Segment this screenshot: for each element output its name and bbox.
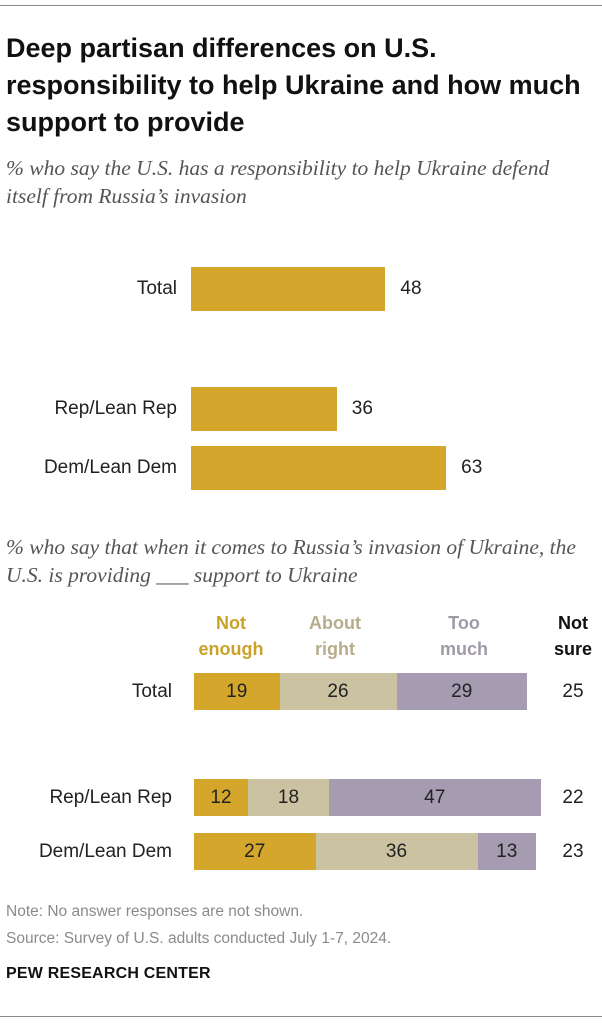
chart2-legend-header: Not sure	[523, 610, 602, 662]
chart2-segment: 19	[194, 673, 280, 710]
chart2-row-label: Total	[131, 681, 172, 702]
chart2-legend-line: enough	[198, 639, 264, 659]
chart1-bar-value: 36	[351, 398, 373, 419]
chart2-legend-line: About	[309, 613, 361, 633]
chart2-segment: 12	[194, 779, 248, 816]
chart1-bar-value: 63	[461, 457, 483, 478]
chart2-segment: 13	[477, 833, 536, 870]
chart2-not-sure-value: 22	[562, 787, 584, 808]
chart2-legend-line: sure	[553, 639, 593, 659]
chart2-legend-line: right	[315, 639, 355, 659]
chart1-bar	[191, 267, 386, 311]
chart2-legend-header: Too much	[414, 610, 514, 662]
chart2-legend-header: About right	[285, 610, 385, 662]
note-text: Note: No answer responses are not shown.	[6, 903, 304, 920]
top-rule	[0, 5, 602, 6]
chart2-not-sure-value: 25	[562, 681, 584, 702]
chart2-segment: 47	[329, 779, 541, 816]
chart2-segment: 29	[396, 673, 527, 710]
chart1-bar-value: 48	[400, 278, 422, 299]
source-text: Source: Survey of U.S. adults conducted …	[6, 930, 392, 947]
chart2-segment: 27	[194, 833, 316, 870]
chart2-row-label: Rep/Lean Rep	[49, 787, 172, 808]
chart2-not-sure-value: 23	[562, 841, 584, 862]
chart2-legend-line: Not	[216, 613, 246, 633]
chart2-subtitle: % who say that when it comes to Russia’s…	[6, 535, 576, 587]
chart-title: Deep partisan differences on U.S. respon…	[6, 33, 581, 137]
chart1-row-label: Total	[136, 278, 177, 299]
chart2-legend-line: Not	[558, 613, 588, 633]
chart1-subtitle: % who say the U.S. has a responsibility …	[6, 156, 550, 208]
chart1-bar	[191, 387, 337, 431]
chart2-segment: 18	[248, 779, 329, 816]
chart2-row-label: Dem/Lean Dem	[38, 841, 172, 862]
chart2-legend-line: Too	[448, 613, 480, 633]
chart1-row-label: Rep/Lean Rep	[54, 398, 177, 419]
chart2-segment: 36	[315, 833, 478, 870]
bottom-rule	[0, 1016, 602, 1017]
chart2-segment: 26	[279, 673, 397, 710]
chart1-bar	[191, 446, 447, 490]
pew-logo-text: PEW RESEARCH CENTER	[6, 965, 211, 982]
chart2-legend-header: Not enough	[181, 610, 281, 662]
chart2-legend-line: much	[439, 639, 488, 659]
chart1-row-label: Dem/Lean Dem	[43, 457, 177, 478]
